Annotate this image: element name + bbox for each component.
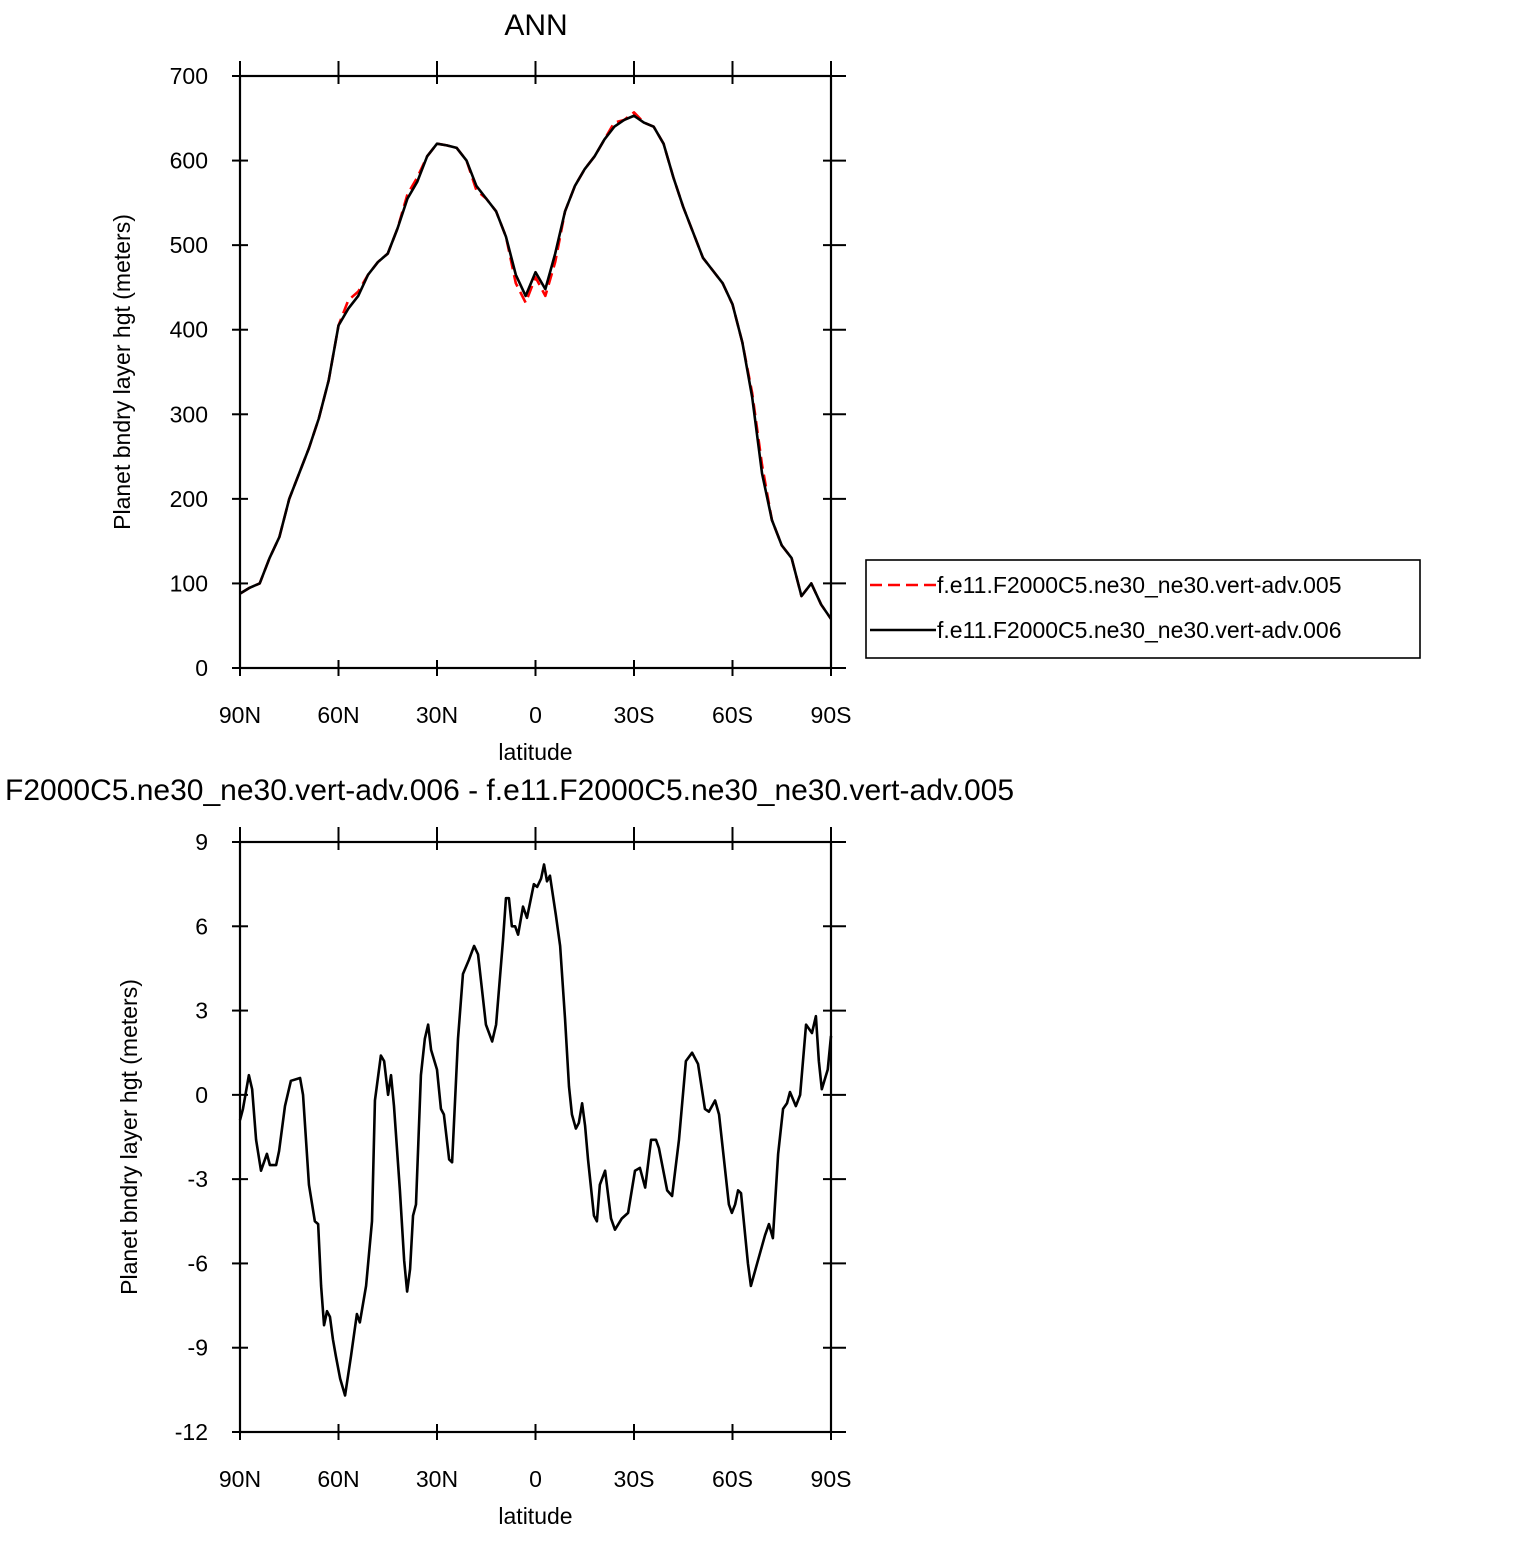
y-tick-label: 6 — [195, 913, 208, 939]
x-tick-label: 60S — [712, 702, 753, 728]
legend-label: f.e11.F2000C5.ne30_ne30.vert-adv.006 — [937, 617, 1342, 643]
y-tick-label: 0 — [195, 1082, 208, 1108]
x-tick-label: 30S — [614, 702, 655, 728]
x-tick-label: 90S — [811, 702, 852, 728]
x-tick-label: 60N — [317, 702, 359, 728]
chart-title: F2000C5.ne30_ne30.vert-adv.006 - f.e11.F… — [5, 774, 1014, 807]
data-line — [239, 114, 833, 620]
y-tick-label: 9 — [195, 829, 208, 855]
y-tick-label: 500 — [170, 232, 208, 258]
x-tick-label: 90N — [219, 1466, 261, 1492]
y-tick-label: 600 — [170, 148, 208, 174]
plot-frame — [238, 840, 833, 1434]
x-tick-label: 0 — [529, 1466, 542, 1492]
y-tick-label: -6 — [188, 1250, 208, 1276]
y-tick-label: 700 — [170, 63, 208, 89]
plot-frame — [238, 74, 833, 670]
chart-title: ANN — [504, 9, 567, 42]
x-tick-label: 60N — [317, 1466, 359, 1492]
x-tick-label: 90S — [811, 1466, 852, 1492]
x-tick-label: 30N — [416, 1466, 458, 1492]
x-tick-label: 30N — [416, 702, 458, 728]
y-tick-label: -12 — [175, 1419, 208, 1445]
y-tick-label: 300 — [170, 401, 208, 427]
y-tick-label: 400 — [170, 317, 208, 343]
x-axis-label: latitude — [498, 1503, 572, 1529]
y-tick-label: -9 — [188, 1335, 208, 1361]
x-tick-label: 60S — [712, 1466, 753, 1492]
y-tick-label: 3 — [195, 998, 208, 1024]
x-tick-label: 0 — [529, 702, 542, 728]
data-line — [239, 111, 833, 620]
x-tick-label: 90N — [219, 702, 261, 728]
y-axis-label: Planet bndry layer hgt (meters) — [116, 979, 142, 1295]
x-axis-label: latitude — [498, 739, 572, 765]
y-tick-label: 0 — [195, 655, 208, 681]
y-tick-label: 100 — [170, 570, 208, 596]
legend-label: f.e11.F2000C5.ne30_ne30.vert-adv.005 — [937, 572, 1342, 598]
y-tick-label: 200 — [170, 486, 208, 512]
data-line — [238, 863, 833, 1397]
legend-box — [865, 559, 1421, 659]
y-tick-label: -3 — [188, 1166, 208, 1192]
x-tick-label: 30S — [614, 1466, 655, 1492]
y-axis-label: Planet bndry layer hgt (meters) — [109, 214, 135, 530]
